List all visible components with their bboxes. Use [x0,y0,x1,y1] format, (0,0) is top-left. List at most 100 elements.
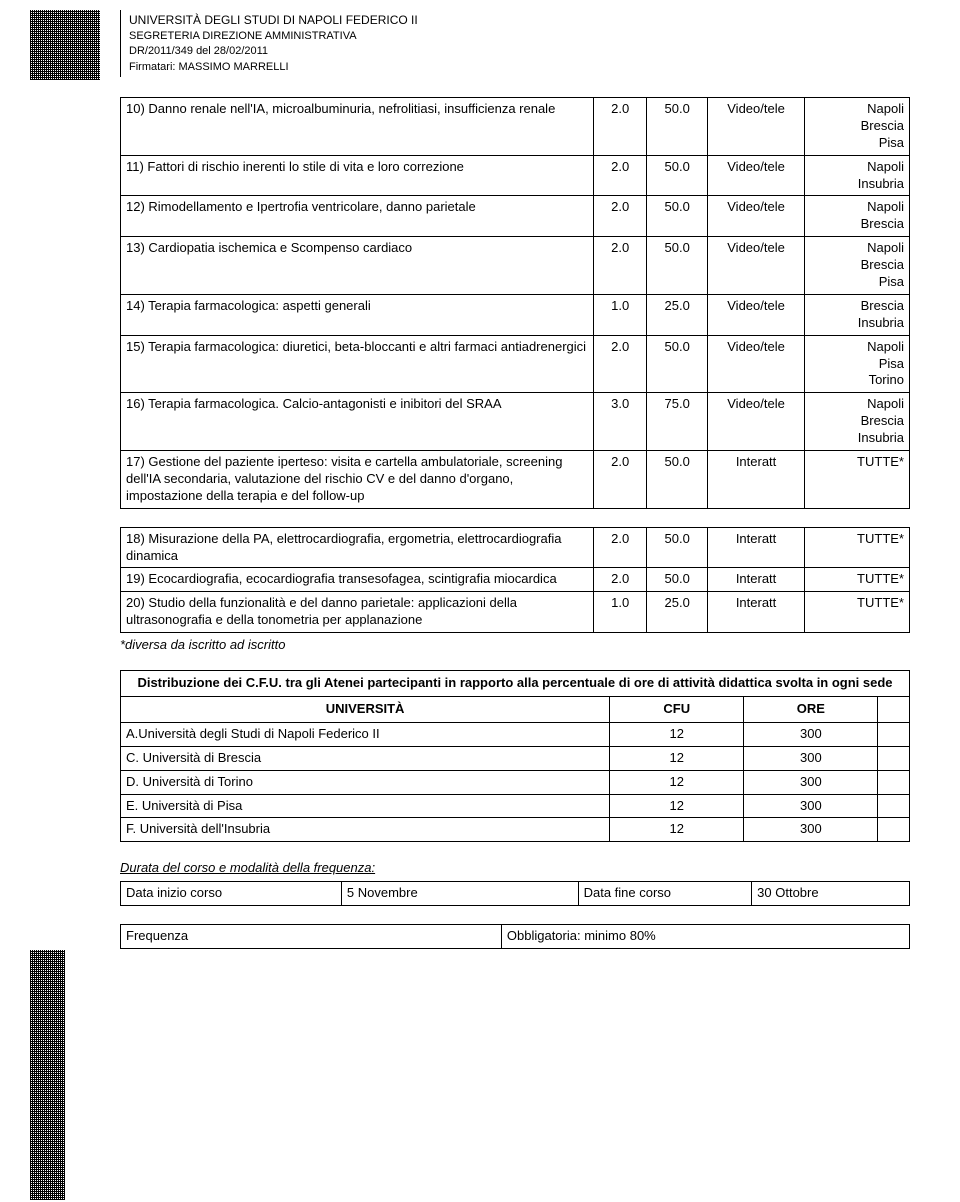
table-row: 11) Fattori di rischio inerenti lo stile… [121,155,910,196]
loc-cell: BresciaInsubria [804,294,909,335]
frequency-label: Frequenza [121,925,502,949]
course-table-1: 10) Danno renale nell'IA, microalbuminur… [120,97,910,509]
desc-cell: 20) Studio della funzionalità e del dann… [121,592,594,633]
v2-cell: 50.0 [646,155,707,196]
durata-label: Durata del corso e modalità della freque… [120,860,910,875]
v2-cell: 75.0 [646,393,707,451]
loc-cell: TUTTE* [804,527,909,568]
type-cell: Interatt [708,527,804,568]
v1-cell: 3.0 [594,393,647,451]
loc-cell: TUTTE* [804,592,909,633]
cfu-table-title: Distribuzione dei C.F.U. tra gli Atenei … [121,671,910,697]
document-header: UNIVERSITÀ DEGLI STUDI DI NAPOLI FEDERIC… [120,10,910,77]
schedule-table: Data inizio corso 5 Novembre Data fine c… [120,881,910,906]
type-cell: Video/tele [708,237,804,295]
v2-cell: 50.0 [646,237,707,295]
desc-cell: 14) Terapia farmacologica: aspetti gener… [121,294,594,335]
attendance-table: Frequenza Obbligatoria: minimo 80% [120,924,910,949]
uni-cell: A.Università degli Studi di Napoli Feder… [121,722,610,746]
v1-cell: 1.0 [594,592,647,633]
desc-cell: 12) Rimodellamento e Ipertrofia ventrico… [121,196,594,237]
desc-cell: 13) Cardiopatia ischemica e Scompenso ca… [121,237,594,295]
uni-cell: D. Università di Torino [121,770,610,794]
cfu-cell: 12 [610,770,744,794]
v1-cell: 2.0 [594,335,647,393]
cfu-cell: 12 [610,746,744,770]
type-cell: Video/tele [708,155,804,196]
ore-cell: 300 [744,722,878,746]
header-line1: UNIVERSITÀ DEGLI STUDI DI NAPOLI FEDERIC… [129,12,910,29]
cfu-cell: 12 [610,722,744,746]
v1-cell: 2.0 [594,237,647,295]
ore-cell: 300 [744,746,878,770]
v1-cell: 2.0 [594,97,647,155]
v2-cell: 25.0 [646,592,707,633]
table-row: E. Università di Pisa12300 [121,794,910,818]
v1-cell: 2.0 [594,451,647,509]
desc-cell: 18) Misurazione della PA, elettrocardiog… [121,527,594,568]
v1-cell: 1.0 [594,294,647,335]
loc-cell: NapoliInsubria [804,155,909,196]
spacer-cell [878,818,910,842]
table-row: F. Università dell'Insubria12300 [121,818,910,842]
type-cell: Video/tele [708,335,804,393]
spacer-cell [878,794,910,818]
table-row: D. Università di Torino12300 [121,770,910,794]
ore-cell: 300 [744,794,878,818]
header-line3: DR/2011/349 del 28/02/2011 [129,44,910,59]
ore-cell: 300 [744,770,878,794]
desc-cell: 17) Gestione del paziente iperteso: visi… [121,451,594,509]
v1-cell: 2.0 [594,196,647,237]
col-spacer [878,697,910,723]
course-table-2: 18) Misurazione della PA, elettrocardiog… [120,527,910,633]
desc-cell: 19) Ecocardiografia, ecocardiografia tra… [121,568,594,592]
v2-cell: 50.0 [646,451,707,509]
loc-cell: NapoliBresciaInsubria [804,393,909,451]
start-date-label: Data inizio corso [121,882,342,906]
footnote: *diversa da iscritto ad iscritto [120,637,910,652]
desc-cell: 10) Danno renale nell'IA, microalbuminur… [121,97,594,155]
table-row: 15) Terapia farmacologica: diuretici, be… [121,335,910,393]
uni-cell: F. Università dell'Insubria [121,818,610,842]
table-row: 19) Ecocardiografia, ecocardiografia tra… [121,568,910,592]
table-row: 18) Misurazione della PA, elettrocardiog… [121,527,910,568]
table-row: 17) Gestione del paziente iperteso: visi… [121,451,910,509]
uni-cell: E. Università di Pisa [121,794,610,818]
loc-cell: NapoliBresciaPisa [804,97,909,155]
type-cell: Video/tele [708,294,804,335]
cfu-cell: 12 [610,818,744,842]
desc-cell: 16) Terapia farmacologica. Calcio-antago… [121,393,594,451]
table-row: 16) Terapia farmacologica. Calcio-antago… [121,393,910,451]
type-cell: Interatt [708,568,804,592]
v1-cell: 2.0 [594,568,647,592]
loc-cell: TUTTE* [804,568,909,592]
type-cell: Video/tele [708,196,804,237]
cfu-distribution-table: Distribuzione dei C.F.U. tra gli Atenei … [120,670,910,842]
cfu-cell: 12 [610,794,744,818]
loc-cell: TUTTE* [804,451,909,509]
type-cell: Interatt [708,451,804,509]
v2-cell: 25.0 [646,294,707,335]
end-date-value: 30 Ottobre [752,882,910,906]
uni-cell: C. Università di Brescia [121,746,610,770]
v2-cell: 50.0 [646,196,707,237]
v2-cell: 50.0 [646,568,707,592]
loc-cell: NapoliBrescia [804,196,909,237]
v2-cell: 50.0 [646,97,707,155]
desc-cell: 15) Terapia farmacologica: diuretici, be… [121,335,594,393]
header-line4: Firmatari: MASSIMO MARRELLI [129,60,910,75]
table-row: 13) Cardiopatia ischemica e Scompenso ca… [121,237,910,295]
frequency-value: Obbligatoria: minimo 80% [501,925,909,949]
type-cell: Video/tele [708,97,804,155]
loc-cell: NapoliBresciaPisa [804,237,909,295]
table-row: A.Università degli Studi di Napoli Feder… [121,722,910,746]
spacer-cell [878,770,910,794]
v1-cell: 2.0 [594,527,647,568]
table-row: 14) Terapia farmacologica: aspetti gener… [121,294,910,335]
spacer-cell [878,722,910,746]
col-ore: ORE [744,697,878,723]
start-date-value: 5 Novembre [341,882,578,906]
desc-cell: 11) Fattori di rischio inerenti lo stile… [121,155,594,196]
col-universita: UNIVERSITÀ [121,697,610,723]
v1-cell: 2.0 [594,155,647,196]
